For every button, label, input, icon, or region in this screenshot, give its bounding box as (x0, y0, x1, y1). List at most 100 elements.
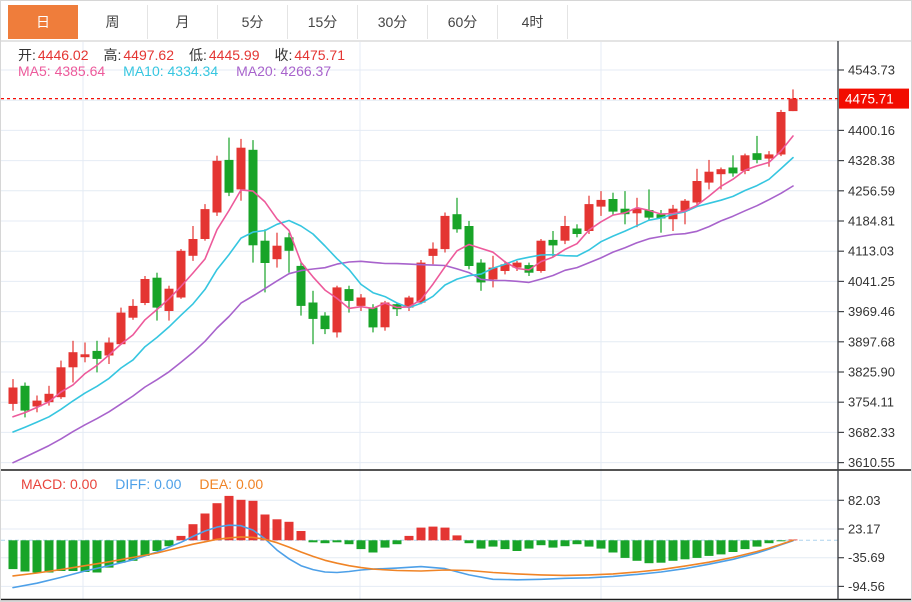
ohlc-item: 开: 4446.02 (18, 47, 89, 63)
ma-legend-item: MA5: 4385.64 (18, 63, 106, 79)
tab-month[interactable]: 月 (148, 5, 218, 39)
macd-histogram-bar (776, 540, 786, 542)
candle-body (536, 240, 546, 271)
macd-histogram-bar (104, 540, 114, 568)
ma-legend-item: MA20: 4266.37 (236, 63, 332, 79)
macd-histogram-bar (188, 524, 198, 541)
macd-histogram-bar (488, 540, 498, 547)
last-price-tag-text: 4475.71 (845, 92, 894, 107)
macd-histogram-bar (344, 540, 354, 545)
tab-5min[interactable]: 5分 (218, 5, 288, 39)
macd-histogram-bar (164, 540, 174, 547)
price-axis-label: 4113.03 (848, 244, 894, 259)
macd-histogram-bar (296, 531, 306, 541)
price-axis-label: -94.56 (848, 579, 885, 594)
macd-histogram-bar (8, 540, 18, 570)
candle-body (368, 307, 378, 328)
macd-histogram-bar (356, 540, 366, 550)
ma-legend-item: MA10: 4334.34 (123, 63, 219, 79)
macd-legend-item: DIFF: 0.00 (115, 476, 182, 492)
ohlc-item: 收: 4475.71 (274, 47, 346, 63)
candle-body (752, 153, 762, 160)
tab-15min[interactable]: 15分 (288, 5, 358, 39)
price-axis-label: 3897.68 (848, 334, 895, 349)
macd-histogram-bar (500, 540, 510, 550)
price-axis-label: 4328.38 (848, 153, 895, 168)
last-price-tag (839, 88, 909, 109)
macd-histogram-bar (416, 527, 426, 541)
candle-body (452, 214, 462, 230)
candle-body (296, 265, 306, 306)
price-axis-label: -35.69 (848, 550, 885, 565)
candle-body (236, 147, 246, 190)
candle-body (428, 248, 438, 256)
macd-histogram-bar (656, 540, 666, 563)
candle-body (104, 342, 114, 356)
candle-body (608, 199, 618, 212)
candle-body (320, 315, 330, 330)
price-axis-label: 4184.81 (848, 214, 895, 229)
macd-histogram-bar (608, 540, 618, 553)
candle-body (716, 169, 726, 175)
candle-body (32, 400, 42, 407)
price-axis-label: 3682.33 (848, 425, 895, 440)
macd-histogram-bar (704, 540, 714, 556)
tab-30min[interactable]: 30分 (358, 5, 428, 39)
macd-histogram-bar (620, 540, 630, 558)
macd-histogram-bar (536, 540, 546, 546)
candle-body (344, 289, 354, 301)
candle-body (416, 262, 426, 303)
macd-histogram-bar (680, 540, 690, 560)
macd-histogram-bar (56, 540, 66, 571)
tab-60min[interactable]: 60分 (428, 5, 498, 39)
macd-histogram-bar (464, 540, 474, 544)
candle-body (476, 262, 486, 283)
candle-body (140, 279, 150, 303)
macd-histogram-bar (212, 503, 222, 541)
ma5-line (12, 135, 794, 418)
candle-body (308, 302, 318, 319)
macd-histogram-bar (308, 540, 318, 543)
candle-body (44, 393, 54, 403)
macd-legend: MACD: 0.00 DIFF: 0.00 DEA: 0.00 (21, 476, 263, 492)
macd-legend-item: DEA: 0.00 (199, 476, 264, 492)
candle-body (188, 239, 198, 256)
diff-line (12, 524, 794, 589)
macd-histogram-bar (524, 540, 534, 549)
candle-body (200, 209, 210, 239)
candle-body (644, 210, 654, 218)
candle-body (440, 215, 450, 250)
macd-histogram-bar (584, 540, 594, 547)
candle-body (128, 305, 138, 318)
macd-histogram-bar (764, 540, 774, 544)
tab-week[interactable]: 周 (78, 5, 148, 39)
macd-histogram-bar (632, 540, 642, 561)
ohlc-item: 低: 4445.99 (189, 47, 260, 63)
price-axis-label: 82.03 (848, 493, 881, 508)
macd-histogram-bar (560, 540, 570, 547)
candle-body (740, 155, 750, 171)
macd-histogram-bar (512, 540, 522, 551)
macd-histogram-bar (752, 540, 762, 547)
macd-histogram-bar (320, 540, 330, 544)
macd-histogram-bar (644, 540, 654, 564)
ma-legend: MA5: 4385.64 MA10: 4334.34 MA20: 4266.37 (18, 63, 331, 79)
candle-body (284, 237, 294, 251)
tab-4hour[interactable]: 4时 (498, 5, 568, 39)
macd-histogram-bar (440, 527, 450, 541)
candle-body (80, 354, 90, 358)
macd-histogram-bar (20, 540, 30, 572)
candle-body (572, 228, 582, 234)
candle-body (764, 154, 774, 159)
ohlc-item: 高: 4497.62 (103, 47, 175, 63)
candle-body (548, 239, 558, 246)
candle-body (332, 287, 342, 333)
macd-histogram-bar (740, 540, 750, 550)
macd-histogram-bar (428, 526, 438, 541)
candle-body (776, 112, 786, 155)
macd-histogram-bar (44, 540, 54, 573)
price-axis-label: 4041.25 (848, 274, 895, 289)
tab-day[interactable]: 日 (8, 5, 78, 39)
